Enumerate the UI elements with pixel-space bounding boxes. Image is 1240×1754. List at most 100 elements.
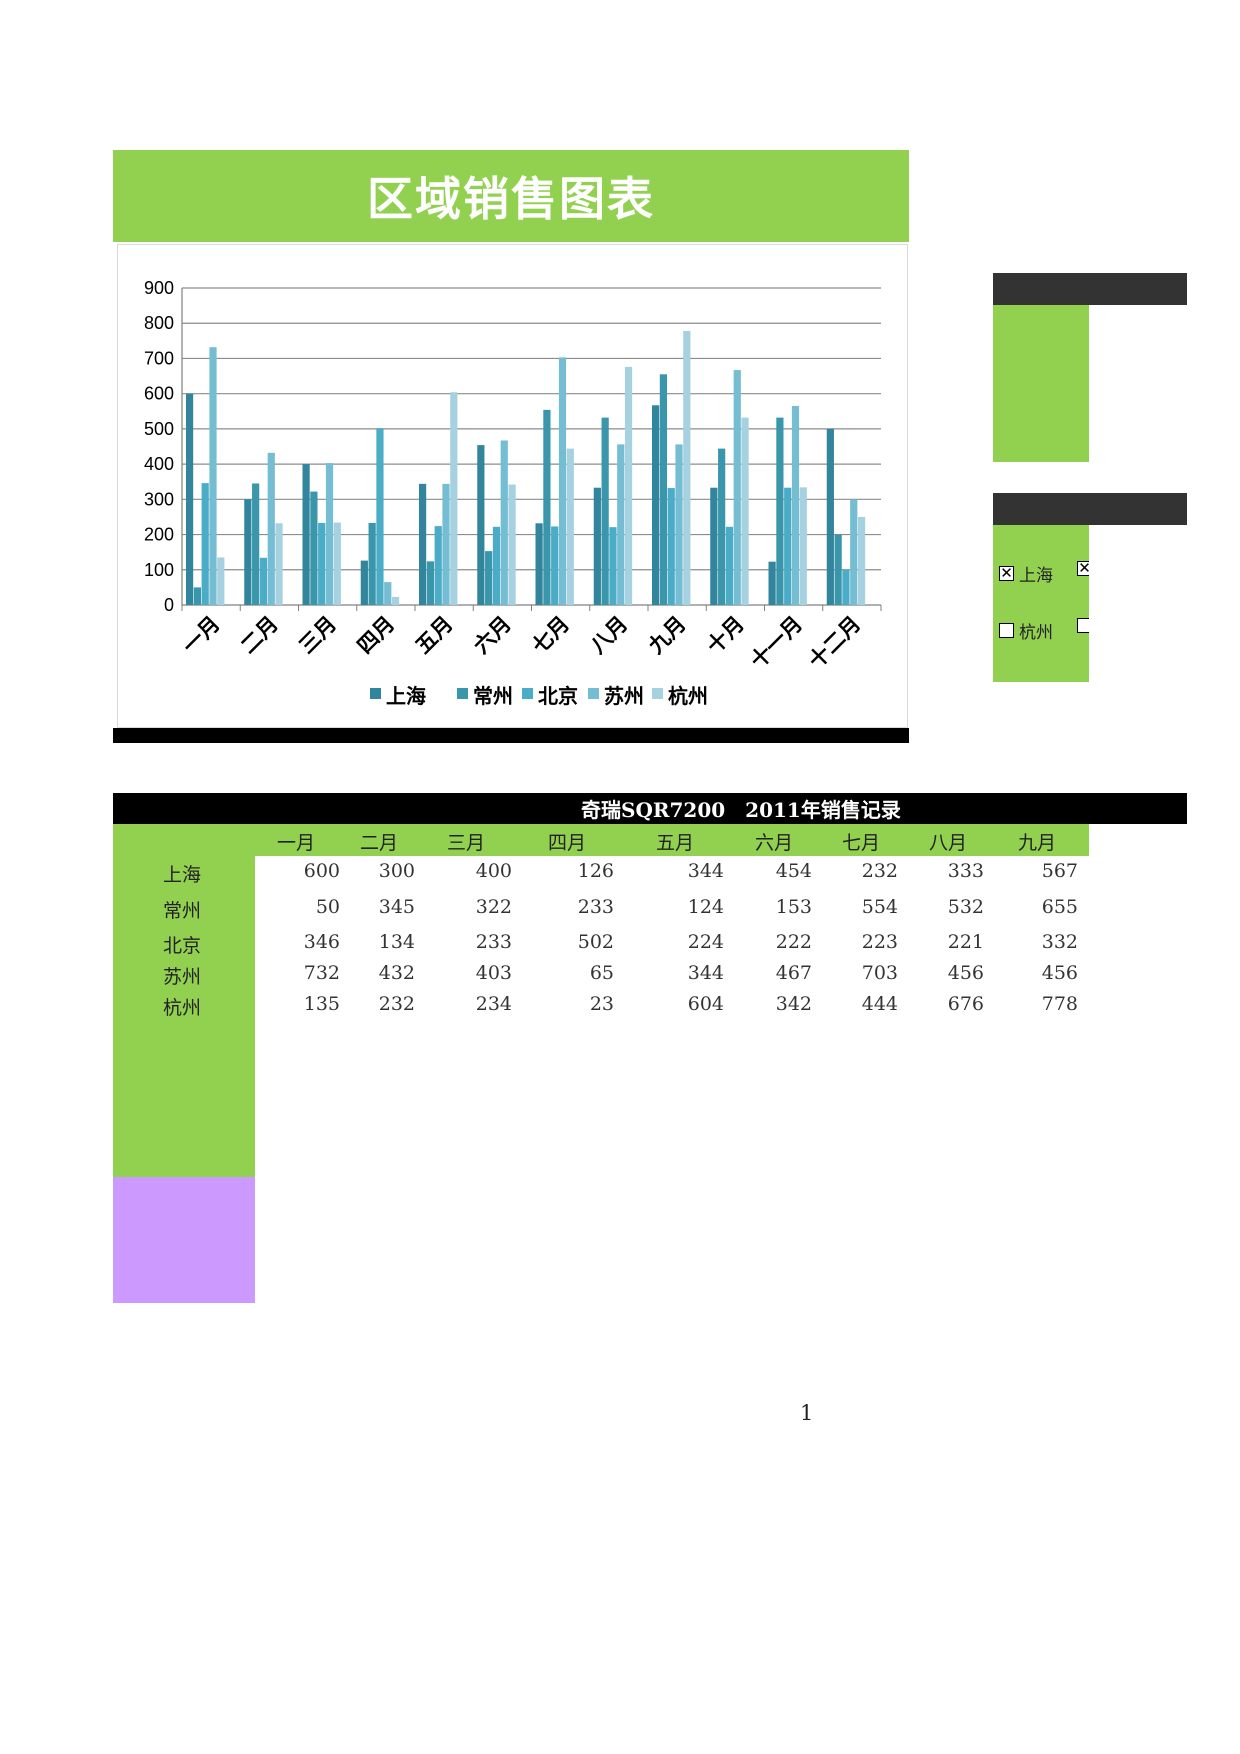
chart-title-banner: 区域销售图表 [113,150,909,242]
legend-label: 常州 [473,684,513,708]
bar [558,357,567,605]
table-cell: 221 [947,931,984,953]
y-tick-label: 900 [144,278,174,298]
bar [659,374,667,605]
bar [710,487,718,605]
table-cell: 232 [378,993,415,1015]
row-label: 北京 [163,935,202,957]
chart-canvas: 0 100 200 300 400 500 600 700 800 900 一月 二月 三月 四月 五月 六月… [144,278,882,708]
bar [500,440,508,605]
bar [391,596,400,605]
bar [302,464,310,605]
row-label: 苏州 [163,966,202,988]
bar [201,483,209,605]
bar [325,463,334,605]
bar [426,561,434,605]
chart-footer-bar [113,728,909,743]
table-cell: 532 [947,896,984,918]
x-tick-label: 五月 [411,612,458,659]
filter-panel-header [993,493,1187,525]
month-header: 九月 [1018,832,1057,854]
x-tick-label: 八月 [586,612,633,659]
bar [434,526,442,605]
x-tick-label: 四月 [353,612,400,659]
table-cell: 344 [687,860,724,882]
table-cell: 65 [589,962,614,984]
bar [624,366,633,605]
table-cell: 233 [475,931,512,953]
y-tick-label: 0 [164,595,174,615]
bar [667,488,675,605]
bar [791,405,800,605]
bar [776,417,784,605]
checkbox-box[interactable]: ✕ [1077,561,1089,576]
bar [857,516,866,605]
month-header: 八月 [929,832,968,854]
table-cell: 224 [687,931,724,953]
row-label-column: 上海 常州 北京 苏州 杭州 [113,856,255,1177]
legend-swatch [652,688,663,699]
checkbox-changzhou[interactable]: ✕ [1077,561,1089,576]
bar [768,561,776,605]
y-tick-label: 800 [144,313,174,333]
row-label: 上海 [163,864,202,886]
y-tick-label: 100 [144,560,174,580]
legend-swatch [522,688,533,699]
bar [652,405,660,605]
bar [333,522,341,605]
y-tick-label: 300 [144,489,174,509]
checkbox-box[interactable]: ✕ [999,564,1014,582]
bar [209,347,217,605]
table-cell: 126 [577,860,614,882]
legend-label: 上海 [386,684,426,708]
bar [842,569,850,605]
table-cell: 676 [947,993,984,1015]
checkbox-extra[interactable] [1077,618,1089,633]
checkbox-box[interactable] [999,623,1014,638]
month-header: 五月 [656,832,695,854]
table-cell: 322 [475,896,512,918]
bar [419,483,427,605]
checkbox-shanghai[interactable]: ✕ 上海 [999,561,1053,586]
checkbox-box[interactable] [1077,618,1089,633]
bar [275,523,283,605]
legend-swatch [370,688,381,699]
bar [725,526,734,605]
bar [733,370,741,605]
x-tick-label: 十二月 [804,612,866,674]
bar [318,522,326,605]
legend-label: 杭州 [668,684,708,708]
table-cell: 135 [303,993,340,1015]
table-cell: 444 [861,993,898,1015]
bar [217,557,225,605]
table-cell: 467 [775,962,812,984]
checkbox-label: 杭州 [1019,623,1053,643]
table-cell: 346 [303,931,340,953]
bar [535,523,543,605]
bar [826,428,834,605]
row-label: 杭州 [163,997,202,1019]
table-title: 奇瑞SQR7200 2011年销售记录 [581,798,901,822]
x-tick-label: 三月 [294,612,341,659]
table-cell: 233 [577,896,614,918]
table-cell: 124 [687,896,724,918]
bar-chart: 0 100 200 300 400 500 600 700 800 900 一月 二月 三月 四月 五月 六月… [117,244,908,728]
table-cell: 332 [1041,931,1078,953]
checkbox-hangzhou[interactable]: 杭州 [999,618,1053,643]
table-cell: 567 [1041,860,1078,882]
table-cell: 502 [577,931,614,953]
legend-label: 北京 [538,684,578,708]
bar [617,444,625,605]
bar [244,499,252,605]
table-cell: 342 [775,993,812,1015]
table-title-bar: 奇瑞SQR7200 2011年销售记录 [113,793,1187,824]
bar [492,526,501,605]
table-cell: 300 [378,860,415,882]
table-cell: 400 [475,860,512,882]
table-cell: 456 [1041,962,1078,984]
table-header-row: 一月 二月 三月 四月 五月 六月 七月 八月 九月 [113,824,1089,856]
table-cell: 232 [861,860,898,882]
bar [834,534,842,605]
bar [450,392,458,605]
table-cell: 223 [861,931,898,953]
